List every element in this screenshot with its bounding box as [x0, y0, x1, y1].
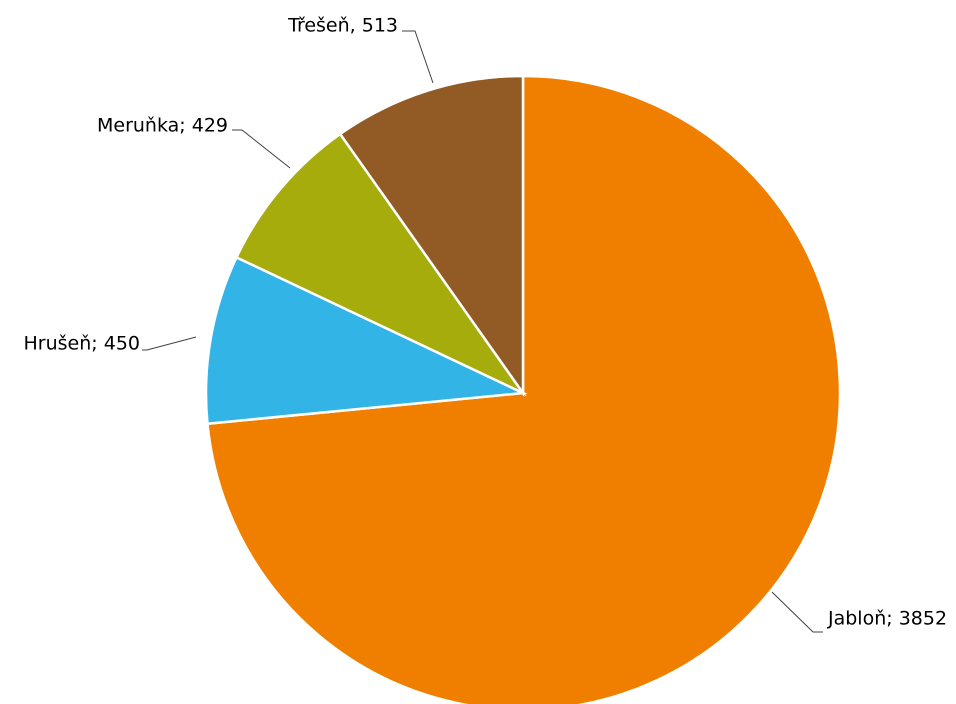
data-label-jablon: Jabloň; 3852 [827, 608, 947, 630]
data-label-tresen: Třešeň, 513 [287, 15, 398, 37]
pie-slice-tresen [338, 74, 525, 397]
pie-slice-merunka [234, 132, 527, 397]
leader-line-hrusen [142, 336, 197, 351]
data-labels: Jabloň; 3852 Hrušeň; 450 Meruňka; 429 Třeše… [24, 15, 948, 630]
leader-line-merunka [232, 129, 291, 169]
data-label-merunka: Meruňka; 429 [97, 115, 228, 137]
leader-lines [142, 30, 823, 633]
leader-line-jablon [771, 591, 823, 633]
leader-line-tresen [402, 30, 434, 84]
data-label-hrusen: Hrušeň; 450 [24, 333, 140, 355]
pie-slice-hrusen [204, 255, 528, 426]
pie-slices [204, 74, 842, 704]
